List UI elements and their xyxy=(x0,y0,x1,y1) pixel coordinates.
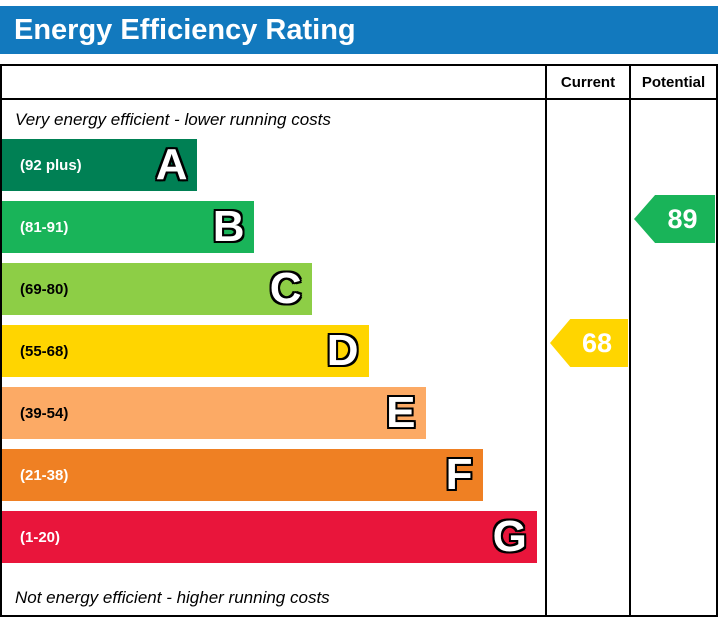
band-letter: B xyxy=(212,202,245,251)
band-bar-D: (55-68) D xyxy=(2,325,369,377)
band-D: (55-68) D xyxy=(2,325,545,377)
bottom-note: Not energy efficient - higher running co… xyxy=(15,588,330,607)
potential-rating-value: 89 xyxy=(667,203,698,234)
current-rating-value: 68 xyxy=(581,327,613,358)
chart-header-row: Current Potential xyxy=(2,66,716,100)
band-C: (69-80) C xyxy=(2,263,545,315)
bands: (92 plus) A (81-91) B (69-80) C (55-68) D (39-54… xyxy=(2,139,545,573)
band-A: (92 plus) A xyxy=(2,139,545,191)
band-bar-F: (21-38) F xyxy=(2,449,483,501)
band-bar-B: (81-91) B xyxy=(2,201,255,253)
band-range-label: (39-54) xyxy=(20,404,69,422)
band-letter: D xyxy=(326,326,359,375)
band-range-label: (55-68) xyxy=(20,342,69,360)
potential-rating-column: 89 xyxy=(629,100,716,615)
band-E: (39-54) E xyxy=(2,387,545,439)
potential-rating-arrow: 89 xyxy=(634,195,715,243)
band-bar-A: (92 plus) A xyxy=(2,139,198,191)
band-bar-E: (39-54) E xyxy=(2,387,426,439)
potential-column-header: Potential xyxy=(629,66,716,98)
band-letter: E xyxy=(386,388,416,437)
band-range-label: (1-20) xyxy=(20,528,61,546)
band-G: (1-20) G xyxy=(2,511,545,563)
band-range-label: (92 plus) xyxy=(20,156,82,174)
band-range-label: (69-80) xyxy=(20,280,69,298)
band-letter: C xyxy=(269,264,302,313)
chart-body: Very energy efficient - lower running co… xyxy=(2,100,716,615)
band-B: (81-91) B xyxy=(2,201,545,253)
rating-bars-column: Very energy efficient - lower running co… xyxy=(2,100,545,615)
band-range-label: (21-38) xyxy=(20,466,69,484)
band-bar-C: (69-80) C xyxy=(2,263,312,315)
band-F: (21-38) F xyxy=(2,449,545,501)
band-range-label: (81-91) xyxy=(20,218,69,236)
band-letter: A xyxy=(155,140,188,189)
current-column-header: Current xyxy=(545,66,629,98)
page-title: Energy Efficiency Rating xyxy=(0,6,718,54)
band-bar-G: (1-20) G xyxy=(2,511,537,563)
band-letter: F xyxy=(445,450,473,499)
energy-efficiency-chart: Current Potential Very energy efficient … xyxy=(0,64,718,617)
top-note: Very energy efficient - lower running co… xyxy=(15,109,331,129)
header-spacer xyxy=(2,66,545,98)
current-rating-arrow: 68 xyxy=(550,319,628,367)
band-letter: G xyxy=(492,512,527,561)
current-rating-column: 68 xyxy=(545,100,629,615)
